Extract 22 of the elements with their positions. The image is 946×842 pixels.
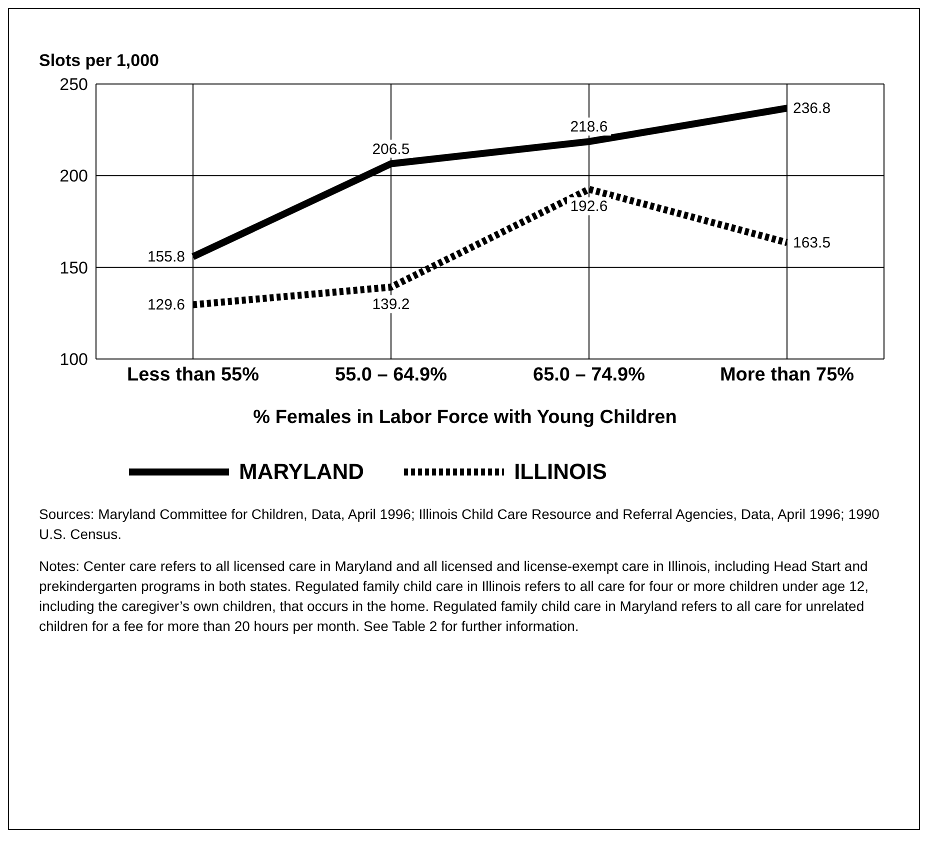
y-tick-label: 150 — [60, 258, 88, 278]
legend-label: ILLINOIS — [514, 459, 607, 485]
x-axis-title: % Females in Labor Force with Young Children — [252, 407, 678, 429]
source-note: Sources: Maryland Committee for Children, Data, April 1996; Illinois Child Care Resource and Referral Agencies, Data, April 1996; 1990 U.S. Census. — [39, 505, 880, 544]
x-tick-label: 65.0 – 74.9% — [533, 364, 646, 386]
legend-label: MARYLAND — [239, 459, 364, 485]
data-label: 155.8 — [147, 248, 185, 266]
x-tick-label: Less than 55% — [127, 364, 260, 386]
data-label: 163.5 — [793, 234, 831, 252]
y-tick-label: 250 — [60, 75, 88, 94]
data-label: 192.6 — [570, 198, 608, 216]
data-label: 139.2 — [372, 296, 410, 314]
data-label: 206.5 — [372, 140, 410, 158]
data-label: 129.6 — [147, 296, 185, 314]
x-tick-label: 55.0 – 64.9% — [335, 364, 448, 386]
data-label: 218.6 — [570, 118, 608, 136]
y-axis-title: Slots per 1,000 — [39, 51, 160, 71]
y-tick-label: 200 — [60, 166, 88, 186]
data-label: 236.8 — [793, 100, 831, 118]
x-tick-label: More than 75% — [720, 364, 854, 386]
text: Notes: Center care refers to all licensed care in Maryland and all licensed and license-exempt care in Illinois, including Head Start and prekindergarten programs in both states. Regulated family child care in Illinois refers to all care for four or more children under age 12, including the caregiver’s own children, that occurs in the home. Regulated family child care in Maryland refers to all care for unrelated children for a fee for more than 20 hours per month. See Table 2 for further information. — [39, 557, 870, 636]
y-tick-label: 100 — [60, 350, 88, 370]
